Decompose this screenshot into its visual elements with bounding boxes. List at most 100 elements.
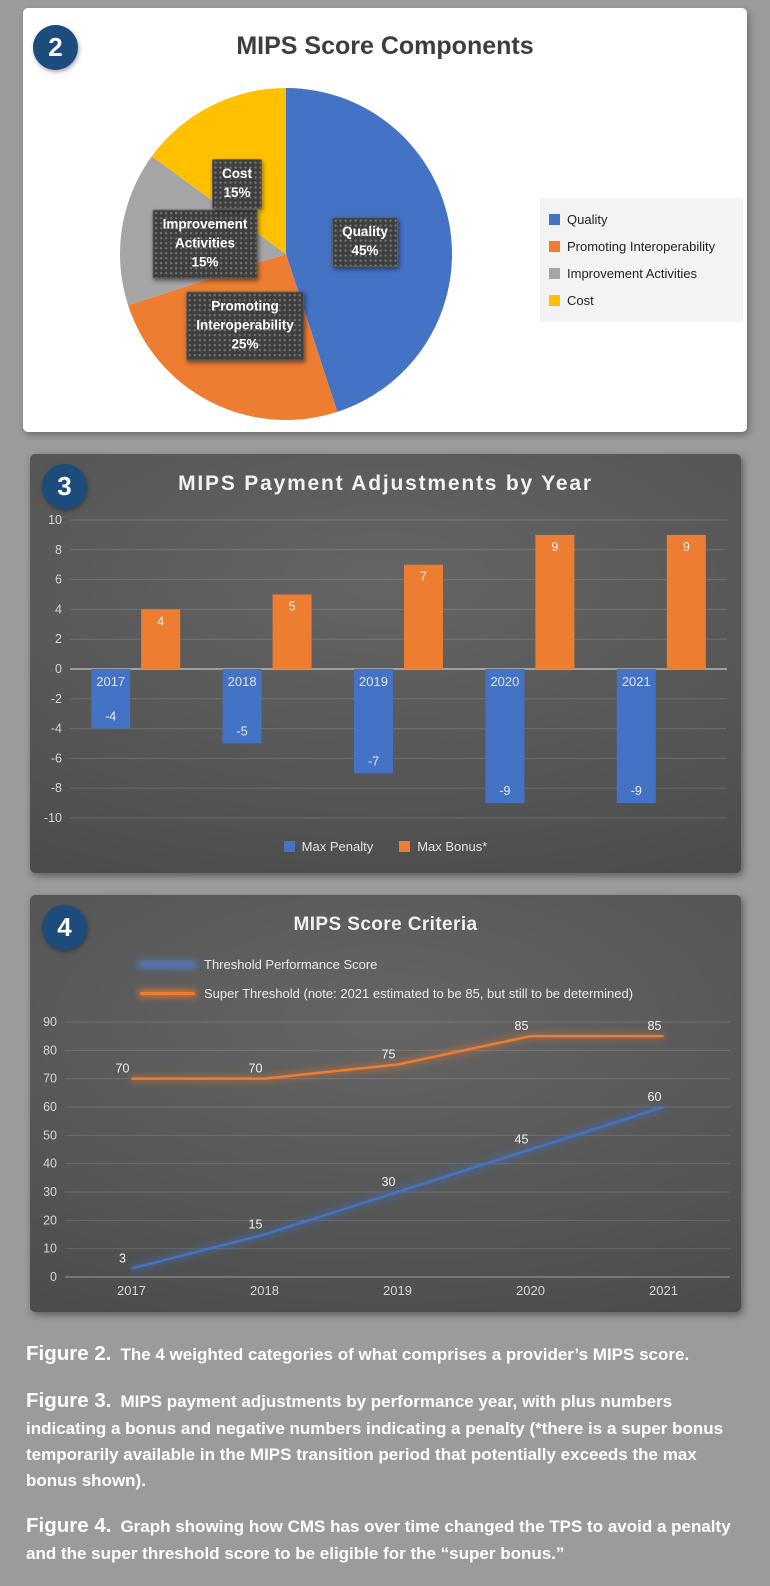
legend-swatch-promoting-interoperability — [549, 241, 560, 252]
legend-label-super-threshold: Super Threshold (note: 2021 estimated to… — [204, 985, 634, 1001]
svg-text:60: 60 — [648, 1090, 662, 1104]
svg-text:-5: -5 — [237, 725, 248, 739]
svg-text:2: 2 — [55, 632, 62, 646]
legend-line-swatch-threshold — [140, 962, 195, 966]
legend-label-threshold: Threshold Performance Score — [204, 956, 378, 972]
svg-text:-9: -9 — [499, 784, 510, 798]
svg-text:2021: 2021 — [622, 674, 651, 689]
svg-text:-2: -2 — [51, 692, 62, 706]
svg-text:40: 40 — [43, 1157, 57, 1171]
svg-text:2020: 2020 — [516, 1283, 545, 1298]
caption-figure-3-text: MIPS payment adjustments by performance … — [26, 1392, 724, 1490]
svg-text:70: 70 — [249, 1062, 263, 1076]
legend-swatch-max-bonus — [399, 841, 411, 852]
caption-figure-4-label: Figure 4. — [26, 1513, 112, 1537]
bar-chart-title: MIPS Payment Adjustments by Year — [178, 472, 593, 495]
figure-3-panel: 3 MIPS Payment Adjustments by Year -10 -8… — [30, 454, 741, 873]
svg-text:2018: 2018 — [250, 1283, 279, 1298]
svg-text:2018: 2018 — [228, 674, 257, 689]
svg-text:2020: 2020 — [490, 674, 519, 689]
svg-text:0: 0 — [50, 1270, 57, 1284]
svg-text:2019: 2019 — [383, 1283, 412, 1298]
svg-text:85: 85 — [648, 1019, 662, 1033]
caption-figure-3-label: Figure 3. — [26, 1389, 112, 1413]
svg-text:4: 4 — [55, 602, 62, 616]
legend-item-improvement-activities: Improvement Activities — [549, 260, 734, 287]
svg-text:10: 10 — [48, 513, 62, 527]
svg-text:2019: 2019 — [359, 674, 388, 689]
svg-text:80: 80 — [43, 1043, 57, 1057]
legend-swatch-quality — [549, 214, 560, 225]
caption-figure-3: Figure 3. MIPS payment adjustments by per… — [26, 1385, 745, 1494]
pie-slice-label-promoting-interoperability: Promoting Interoperability 25% — [186, 291, 304, 361]
svg-text:-7: -7 — [368, 754, 379, 768]
svg-text:-8: -8 — [51, 781, 62, 795]
line-chart: 0 10 20 30 40 50 60 70 80 90 2017 2018 2019 2020 2021 3… — [43, 1015, 730, 1298]
figure-4-panel: 4 MIPS Score Criteria 0 10 20 30 40 50 60 70 80 9… — [30, 895, 741, 1312]
pie-slice-label-cost: Cost 15% — [212, 159, 262, 209]
legend-label-promoting-interoperability: Promoting Interoperability — [567, 239, 716, 254]
caption-figure-2: Figure 2. The 4 weighted categories of wh… — [26, 1338, 745, 1369]
svg-text:20: 20 — [43, 1213, 57, 1227]
svg-text:-4: -4 — [105, 710, 116, 724]
svg-text:90: 90 — [43, 1015, 57, 1029]
svg-text:10: 10 — [43, 1242, 57, 1256]
caption-figure-2-label: Figure 2. — [26, 1342, 112, 1365]
svg-text:6: 6 — [55, 573, 62, 587]
legend-swatch-improvement-activities — [549, 268, 560, 279]
svg-text:-6: -6 — [51, 751, 62, 765]
pie-slice-label-improvement-activities: Improvement Activities 15% — [152, 209, 258, 279]
svg-text:8: 8 — [55, 543, 62, 557]
svg-text:45: 45 — [515, 1133, 529, 1147]
legend-swatch-max-penalty — [283, 841, 295, 852]
caption-figure-4-text: Graph showing how CMS has over time chan… — [26, 1516, 731, 1563]
svg-text:60: 60 — [43, 1100, 57, 1114]
figure-4-badge: 4 — [42, 905, 87, 950]
svg-text:4: 4 — [157, 614, 164, 628]
svg-text:70: 70 — [116, 1062, 130, 1076]
legend-item-threshold-performance-score: Threshold Performance Score — [140, 955, 633, 973]
svg-text:-10: -10 — [44, 811, 62, 825]
caption-figure-4: Figure 4. Graph showing how CMS has over … — [26, 1510, 745, 1567]
svg-text:7: 7 — [420, 570, 427, 584]
svg-text:-9: -9 — [631, 784, 642, 798]
legend-label-cost: Cost — [567, 293, 594, 308]
line-legend: Threshold Performance Score Super Thresh… — [140, 955, 633, 1002]
bar-legend: Max Penalty Max Bonus* — [30, 839, 741, 854]
svg-text:2021: 2021 — [649, 1283, 678, 1298]
svg-text:9: 9 — [551, 540, 558, 554]
line-chart-title: MIPS Score Criteria — [293, 914, 478, 935]
figure-2-badge: 2 — [33, 25, 78, 70]
svg-text:5: 5 — [289, 600, 296, 614]
svg-text:85: 85 — [515, 1019, 529, 1033]
svg-text:-4: -4 — [51, 722, 62, 736]
svg-text:15: 15 — [249, 1218, 263, 1232]
legend-item-cost: Cost — [549, 287, 734, 314]
legend-label-improvement-activities: Improvement Activities — [567, 266, 698, 281]
svg-text:2017: 2017 — [96, 674, 125, 689]
pie-legend: Quality Promoting Interoperability Impro… — [540, 198, 743, 322]
legend-item-max-bonus: Max Bonus* — [399, 839, 487, 854]
legend-item-super-threshold: Super Threshold (note: 2021 estimated to… — [140, 984, 633, 1002]
pie-slice-label-quality: Quality 45% — [332, 217, 398, 267]
figure-3-badge: 3 — [42, 464, 87, 509]
figure-2-panel: 2 MIPS Score Components Quality 45% Prom… — [23, 8, 747, 432]
pie-chart-title: MIPS Score Components — [236, 32, 534, 60]
svg-text:50: 50 — [43, 1128, 57, 1142]
svg-text:70: 70 — [43, 1072, 57, 1086]
legend-swatch-cost — [549, 295, 560, 306]
svg-text:9: 9 — [683, 540, 690, 554]
bar-chart: -10 -8 -6 -4 -2 0 2 4 6 8 10 -4 4 2017 -5 5 2018 -7 7 2019 -… — [44, 513, 727, 825]
svg-text:30: 30 — [382, 1175, 396, 1189]
legend-item-quality: Quality — [549, 206, 734, 233]
svg-text:3: 3 — [119, 1252, 126, 1266]
legend-label-quality: Quality — [567, 212, 608, 227]
caption-figure-2-text: The 4 weighted categories of what compri… — [120, 1345, 690, 1364]
legend-line-swatch-super-threshold — [140, 991, 195, 995]
svg-text:30: 30 — [43, 1185, 57, 1199]
svg-text:2017: 2017 — [117, 1283, 146, 1298]
svg-text:75: 75 — [382, 1048, 396, 1062]
legend-item-max-penalty: Max Penalty — [283, 839, 374, 854]
legend-label-max-bonus: Max Bonus* — [417, 839, 488, 854]
legend-label-max-penalty: Max Penalty — [301, 839, 374, 854]
